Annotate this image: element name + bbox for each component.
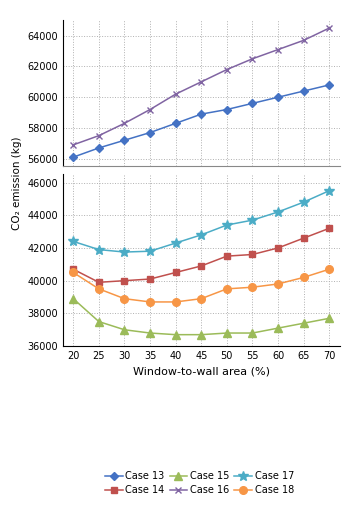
Line: Case 17: Case 17 — [68, 186, 334, 257]
Case 16 — [71, 142, 75, 148]
Case 16 — [122, 120, 127, 126]
Case 13 — [327, 82, 331, 88]
Case 16 — [327, 25, 331, 31]
Case 17 — [71, 238, 75, 244]
Case 15 — [276, 325, 280, 331]
Case 16 — [148, 106, 152, 112]
Case 14 — [327, 225, 331, 232]
Case 15 — [71, 296, 75, 302]
Case 15 — [225, 330, 229, 336]
Case 18 — [71, 269, 75, 275]
Case 15 — [122, 327, 127, 333]
Case 15 — [199, 331, 203, 337]
Case 15 — [148, 330, 152, 336]
Case 13 — [250, 100, 254, 106]
Case 17 — [250, 217, 254, 223]
Case 17 — [122, 249, 127, 255]
Case 13 — [276, 94, 280, 100]
Case 14 — [174, 269, 178, 275]
Case 13 — [302, 88, 306, 94]
Case 13 — [148, 129, 152, 135]
Case 18 — [97, 286, 101, 292]
Case 13 — [122, 137, 127, 144]
Case 18 — [199, 296, 203, 302]
Case 15 — [174, 331, 178, 337]
Case 17 — [199, 232, 203, 238]
Case 18 — [225, 286, 229, 292]
Case 18 — [327, 266, 331, 272]
Case 15 — [302, 320, 306, 326]
Case 14 — [250, 251, 254, 258]
Case 14 — [148, 276, 152, 282]
Case 15 — [97, 319, 101, 325]
Case 17 — [327, 188, 331, 194]
Case 15 — [250, 330, 254, 336]
Case 18 — [122, 296, 127, 302]
Case 14 — [122, 277, 127, 284]
Case 18 — [276, 281, 280, 287]
Case 14 — [97, 279, 101, 286]
Case 13 — [199, 111, 203, 117]
Case 15 — [327, 315, 331, 321]
Text: CO₂ emission (kg): CO₂ emission (kg) — [13, 136, 22, 230]
Case 17 — [302, 199, 306, 205]
X-axis label: Window-to-wall area (%): Window-to-wall area (%) — [133, 366, 270, 377]
Case 18 — [302, 274, 306, 280]
Case 16 — [302, 37, 306, 43]
Case 14 — [71, 266, 75, 272]
Case 16 — [97, 132, 101, 138]
Case 13 — [174, 120, 178, 126]
Case 14 — [225, 253, 229, 259]
Case 17 — [225, 222, 229, 228]
Case 16 — [250, 55, 254, 62]
Case 16 — [276, 46, 280, 52]
Case 14 — [276, 245, 280, 251]
Case 13 — [97, 145, 101, 151]
Case 16 — [225, 67, 229, 73]
Case 13 — [225, 106, 229, 112]
Case 18 — [148, 299, 152, 305]
Case 17 — [276, 209, 280, 215]
Case 16 — [199, 79, 203, 85]
Case 18 — [174, 299, 178, 305]
Case 14 — [302, 235, 306, 241]
Line: Case 18: Case 18 — [69, 265, 333, 306]
Case 13 — [71, 154, 75, 160]
Case 14 — [199, 263, 203, 269]
Case 17 — [148, 248, 152, 254]
Line: Case 14: Case 14 — [70, 225, 333, 286]
Case 18 — [250, 284, 254, 290]
Line: Case 13: Case 13 — [70, 82, 332, 160]
Case 17 — [97, 246, 101, 252]
Line: Case 16: Case 16 — [70, 24, 333, 148]
Line: Case 15: Case 15 — [69, 295, 334, 339]
Legend: Case 13, Case 14, Case 15, Case 16, Case 17, Case 18: Case 13, Case 14, Case 15, Case 16, Case… — [101, 467, 298, 499]
Case 17 — [174, 240, 178, 246]
Case 16 — [174, 91, 178, 97]
